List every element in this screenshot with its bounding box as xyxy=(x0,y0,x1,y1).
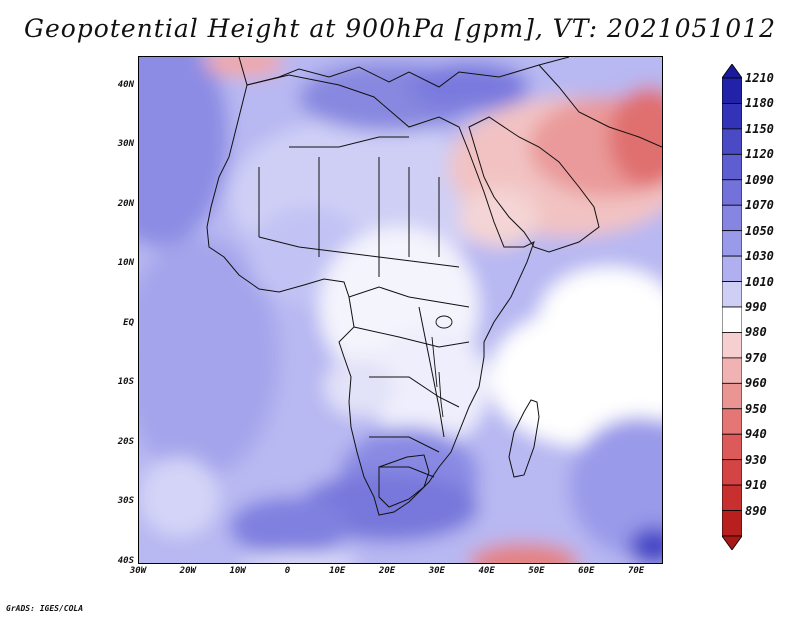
lat-tick-label: 10N xyxy=(117,258,134,269)
colorbar-swatch xyxy=(722,408,742,435)
colorbar-swatch xyxy=(722,255,742,282)
colorbar-swatch xyxy=(722,103,742,130)
colorbar-tick-label: 1180 xyxy=(745,96,774,111)
colorbar-swatch xyxy=(722,306,742,333)
colorbar-tick-label: 990 xyxy=(745,300,767,314)
colorbar-tick-label: 890 xyxy=(745,503,767,518)
map-title: Geopotential Height at 900hPa [gpm], VT:… xyxy=(23,14,777,43)
colorbar-top-arrow xyxy=(722,64,742,79)
colorbar-tick-label: 1210 xyxy=(745,71,774,85)
colorbar-tick-label: 940 xyxy=(745,427,767,442)
colorbar-swatch xyxy=(722,230,742,257)
lat-tick-label: 40N xyxy=(117,79,134,90)
lon-tick-label: 0 xyxy=(284,566,291,576)
colorbar-swatch xyxy=(722,179,742,206)
lakes xyxy=(431,315,453,418)
colorbar-swatch xyxy=(722,382,742,410)
colorbar-swatch xyxy=(722,510,742,537)
colorbar-tick-label: 980 xyxy=(745,325,767,340)
grads-credit: GrADS: IGES/COLA xyxy=(6,604,84,613)
colorbar-tick-label: 970 xyxy=(745,350,767,365)
colorbar-tick-label: 960 xyxy=(745,376,767,391)
lon-tick-label: 50E xyxy=(528,566,545,576)
south-africa-border xyxy=(378,454,430,508)
lat-tick-label: 40S xyxy=(117,556,134,566)
colorbar-tick-label: 1070 xyxy=(745,198,774,213)
colorbar-swatch xyxy=(722,332,742,359)
colorbar-tick-label: 1050 xyxy=(745,223,774,238)
colorbar-swatch xyxy=(722,357,742,384)
colorbar-tick-label: 1150 xyxy=(745,121,774,136)
lat-tick-label: EQ xyxy=(123,317,134,328)
lon-tick-label: 30W xyxy=(129,566,147,576)
colorbar-swatch xyxy=(722,484,742,511)
lon-tick-label: 60E xyxy=(578,566,595,576)
colorbar-tick-label: 1010 xyxy=(745,274,774,289)
colorbar-swatch xyxy=(722,128,742,155)
lon-tick-label: 40E xyxy=(478,566,495,576)
colorbar-swatch xyxy=(722,77,742,104)
lat-tick-label: 30S xyxy=(117,496,134,507)
colorbar xyxy=(722,64,742,550)
lat-tick-label: 20N xyxy=(117,198,134,209)
coastlines xyxy=(206,57,662,516)
height-field xyxy=(139,57,662,563)
colorbar-tick-label: 1030 xyxy=(745,249,774,264)
lon-tick-label: 10E xyxy=(329,566,346,576)
colorbar-tick-label: 1090 xyxy=(745,172,774,187)
lon-tick-label: 70E xyxy=(627,566,645,576)
lat-tick-label: 10S xyxy=(117,377,134,388)
map-plot-area xyxy=(138,56,663,564)
colorbar-tick-label: 910 xyxy=(745,478,767,493)
lon-tick-label: 20W xyxy=(179,566,196,576)
colorbar-tick-label: 950 xyxy=(745,401,767,416)
lon-tick-label: 10W xyxy=(229,566,246,576)
colorbar-swatch xyxy=(722,153,742,181)
lon-tick-label: 20E xyxy=(378,566,396,576)
colorbar-tick-label: 1120 xyxy=(745,147,774,162)
lat-tick-label: 30N xyxy=(117,139,134,150)
colorbar-swatch xyxy=(722,459,742,486)
colorbar-swatch xyxy=(722,433,742,461)
map-canvas xyxy=(139,57,662,563)
colorbar-bottom-arrow xyxy=(722,535,742,550)
lat-tick-label: 20S xyxy=(117,436,134,447)
lon-tick-label: 30E xyxy=(428,566,445,576)
colorbar-swatch xyxy=(722,281,742,308)
colorbar-swatch xyxy=(722,204,742,232)
colorbar-tick-label: 930 xyxy=(745,452,767,467)
